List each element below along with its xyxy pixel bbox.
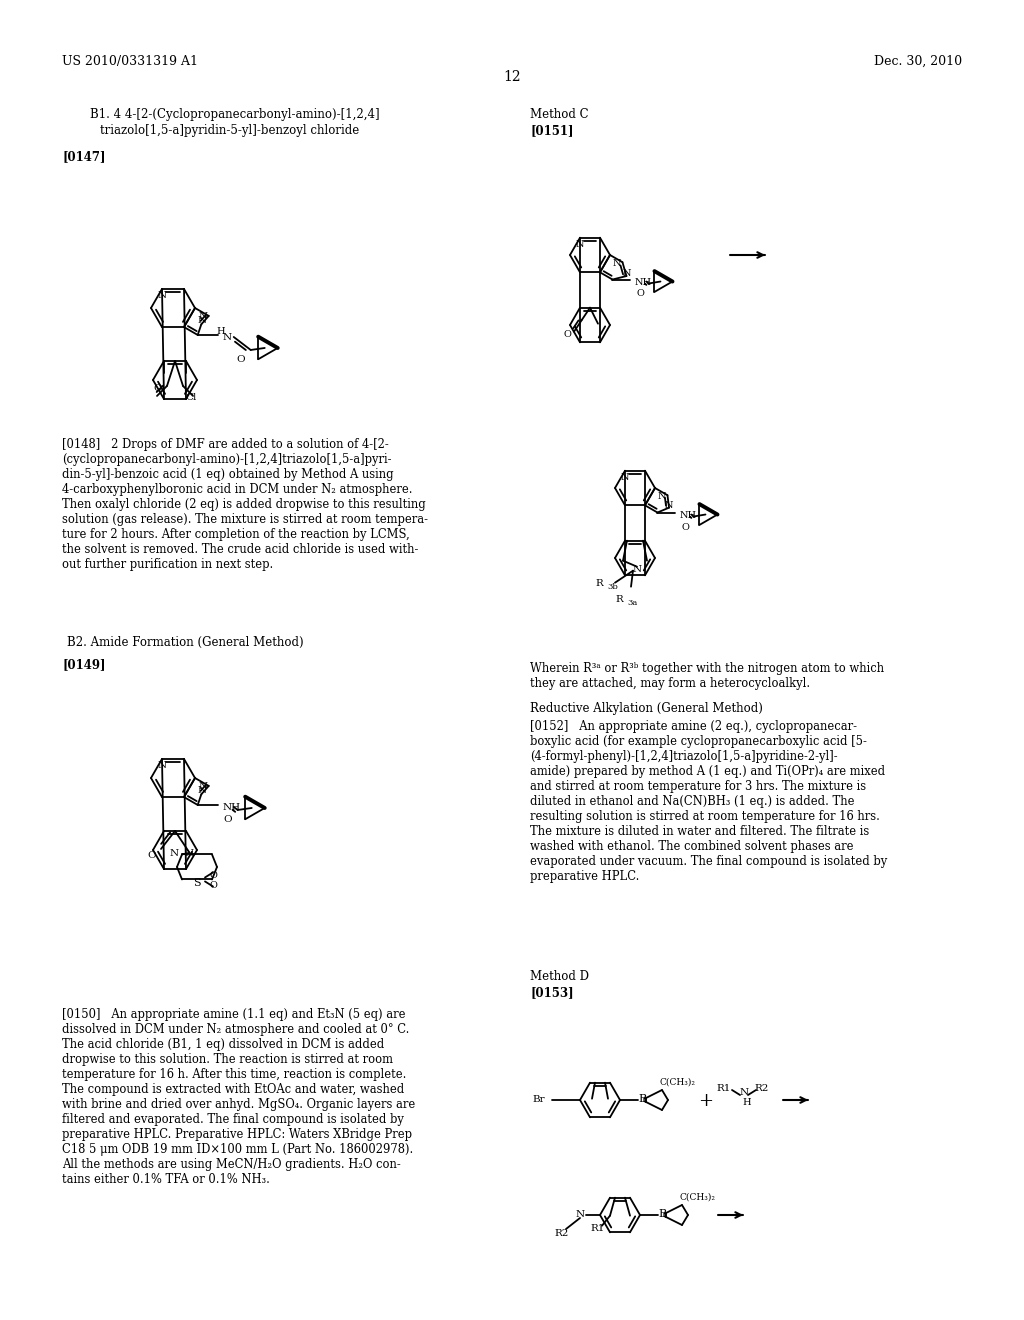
Text: S: S bbox=[193, 878, 201, 888]
Text: N: N bbox=[633, 565, 642, 574]
Text: NH: NH bbox=[222, 803, 241, 812]
Text: [0150]   An appropriate amine (1.1 eq) and Et₃N (5 eq) are
dissolved in DCM unde: [0150] An appropriate amine (1.1 eq) and… bbox=[62, 1008, 416, 1185]
Text: N: N bbox=[575, 240, 585, 248]
Text: N: N bbox=[621, 473, 630, 482]
Text: [0148]   2 Drops of DMF are added to a solution of 4-[2-
(cyclopropanecarbonyl-a: [0148] 2 Drops of DMF are added to a sol… bbox=[62, 438, 428, 572]
Text: N: N bbox=[198, 787, 207, 796]
Text: N: N bbox=[222, 333, 231, 342]
Text: R: R bbox=[615, 595, 623, 603]
Text: [0153]: [0153] bbox=[530, 986, 573, 999]
Text: Method C: Method C bbox=[530, 108, 589, 121]
Text: N: N bbox=[198, 317, 207, 325]
Text: Cl: Cl bbox=[185, 393, 197, 403]
Text: B2. Amide Formation (General Method): B2. Amide Formation (General Method) bbox=[67, 636, 303, 649]
Text: Dec. 30, 2010: Dec. 30, 2010 bbox=[873, 55, 962, 69]
Text: N: N bbox=[623, 269, 631, 279]
Text: [0147]: [0147] bbox=[62, 150, 105, 162]
Text: N: N bbox=[740, 1088, 750, 1097]
Text: H: H bbox=[217, 327, 225, 337]
Text: Wherein R³ᵃ or R³ᵇ together with the nitrogen atom to which
they are attached, m: Wherein R³ᵃ or R³ᵇ together with the nit… bbox=[530, 663, 884, 690]
Text: N: N bbox=[657, 492, 666, 502]
Text: O: O bbox=[147, 851, 156, 859]
Text: [0149]: [0149] bbox=[62, 657, 105, 671]
Text: US 2010/0331319 A1: US 2010/0331319 A1 bbox=[62, 55, 198, 69]
Text: O: O bbox=[681, 523, 689, 532]
Text: N: N bbox=[158, 760, 167, 770]
Text: 12: 12 bbox=[503, 70, 521, 84]
Text: R1: R1 bbox=[590, 1224, 604, 1233]
Text: N: N bbox=[199, 781, 208, 791]
Text: Br: Br bbox=[532, 1096, 545, 1104]
Text: NH: NH bbox=[680, 511, 696, 520]
Text: O: O bbox=[637, 289, 644, 297]
Text: C(CH₃)₂: C(CH₃)₂ bbox=[680, 1193, 716, 1203]
Text: N: N bbox=[158, 290, 167, 300]
Text: O: O bbox=[237, 355, 246, 364]
Text: 3a: 3a bbox=[627, 599, 637, 607]
Text: R2: R2 bbox=[754, 1084, 768, 1093]
Text: 3b: 3b bbox=[607, 582, 617, 590]
Text: O: O bbox=[209, 871, 217, 880]
Text: H: H bbox=[742, 1098, 751, 1107]
Text: NH: NH bbox=[635, 277, 651, 286]
Text: B: B bbox=[658, 1209, 667, 1218]
Text: [0151]: [0151] bbox=[530, 124, 573, 137]
Text: R1: R1 bbox=[716, 1084, 730, 1093]
Text: R: R bbox=[595, 578, 603, 587]
Text: Method D: Method D bbox=[530, 970, 589, 983]
Text: O: O bbox=[209, 882, 217, 891]
Text: N: N bbox=[199, 312, 208, 321]
Text: N: N bbox=[575, 1210, 585, 1218]
Text: O: O bbox=[223, 814, 232, 824]
Text: N: N bbox=[612, 259, 621, 268]
Text: C(CH₃)₂: C(CH₃)₂ bbox=[660, 1078, 696, 1086]
Text: [0152]   An appropriate amine (2 eq.), cyclopropanecar-
boxylic acid (for exampl: [0152] An appropriate amine (2 eq.), cyc… bbox=[530, 719, 887, 883]
Text: +: + bbox=[698, 1092, 713, 1110]
Text: O: O bbox=[564, 330, 571, 339]
Text: triazolo[1,5-a]pyridin-5-yl]-benzoyl chloride: triazolo[1,5-a]pyridin-5-yl]-benzoyl chl… bbox=[100, 124, 359, 137]
Text: O: O bbox=[153, 384, 162, 393]
Text: B: B bbox=[638, 1094, 646, 1104]
Text: N: N bbox=[665, 500, 674, 510]
Text: Reductive Alkylation (General Method): Reductive Alkylation (General Method) bbox=[530, 702, 763, 715]
Text: N: N bbox=[185, 849, 195, 858]
Text: R2: R2 bbox=[554, 1229, 568, 1238]
Text: N: N bbox=[170, 850, 179, 858]
Text: B1. 4 4-[2-(Cyclopropanecarbonyl-amino)-[1,2,4]: B1. 4 4-[2-(Cyclopropanecarbonyl-amino)-… bbox=[90, 108, 380, 121]
